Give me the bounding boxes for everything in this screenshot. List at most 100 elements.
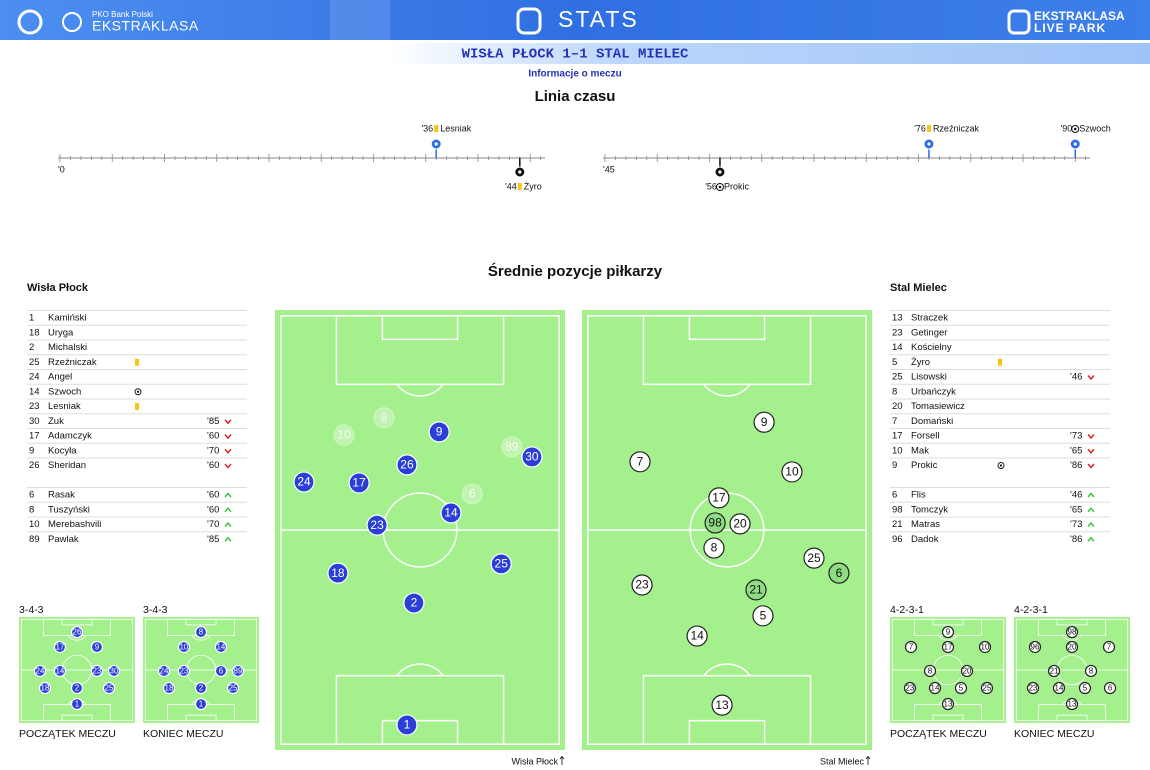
player-name: Straczek [911, 313, 948, 324]
player-number: 96 [1031, 643, 1040, 652]
player-number: 8 [928, 667, 933, 676]
player-marker [33, 664, 47, 678]
goal-area [1056, 714, 1088, 722]
player-shirt: 6 [29, 490, 34, 501]
team-name: Wisła Płock [27, 282, 89, 294]
formation-label: 4-2-3-1 [890, 604, 924, 616]
player-marker [803, 547, 825, 569]
player-number: 6 [469, 487, 476, 501]
sub-out-arrow [1087, 375, 1095, 381]
player-name: Sheridan [48, 460, 86, 471]
player-number: 8 [1089, 667, 1094, 676]
player-marker [521, 446, 543, 468]
player-marker [729, 513, 751, 535]
player-number: 2 [199, 684, 204, 693]
brand: EKSTRAKLASA [92, 18, 199, 34]
sub-in-arrow [224, 536, 232, 542]
player-shirt: 24 [29, 372, 40, 383]
player-number: 13 [1068, 700, 1077, 709]
player-name: Mak [911, 445, 929, 456]
goal-area [932, 714, 964, 722]
player-number: 5 [760, 608, 767, 622]
player-marker [704, 512, 726, 534]
player-number: 8 [381, 410, 388, 424]
player-marker [194, 625, 208, 639]
stats-title: STATS [558, 6, 639, 32]
player-name: Szwoch [48, 386, 81, 397]
penalty-arc [1062, 635, 1082, 641]
sub-out-arrow [224, 434, 232, 440]
livepark-bottom: LIVE PARK [1034, 21, 1106, 35]
sub-minute: '86 [1070, 460, 1082, 471]
goal-icon-dot [718, 185, 722, 189]
player-number: 17 [944, 643, 953, 652]
yellow-card [926, 125, 931, 132]
player-name: Matras [911, 519, 940, 530]
sub-minute: '70 [207, 445, 219, 456]
player-marker [440, 502, 462, 524]
player-marker [980, 681, 994, 695]
player-number: 25 [983, 684, 992, 693]
player-marker [231, 664, 245, 678]
player-marker [828, 562, 850, 584]
player-marker [1026, 681, 1040, 695]
player-number: 26 [400, 458, 414, 472]
player-shirt: 9 [29, 445, 34, 456]
player-number: 89 [505, 440, 519, 454]
yellow-card [517, 183, 522, 190]
player-shirt: 17 [892, 431, 903, 442]
player-name: Michalski [48, 342, 87, 353]
player-marker [1052, 681, 1066, 695]
player-marker [1028, 640, 1042, 654]
player-number: 23 [635, 578, 649, 592]
pitch-footer: Wisła Płock [511, 756, 558, 766]
player-marker [629, 451, 651, 473]
sub-minute: '85 [207, 416, 219, 427]
player-shirt: 23 [29, 401, 40, 412]
player-number: 20 [733, 517, 747, 531]
player-number: 10 [981, 643, 990, 652]
goal-icon-dot [136, 390, 140, 393]
penalty-arc [938, 635, 958, 641]
player-marker [102, 681, 116, 695]
player-name: Tomczyk [911, 504, 948, 515]
formation-label: 3-4-3 [143, 604, 168, 616]
player-marker [1065, 640, 1079, 654]
penalty-arc [191, 635, 211, 641]
player-shirt: 17 [29, 431, 40, 442]
sub-in-arrow [1087, 536, 1095, 542]
player-number: 6 [836, 566, 843, 580]
player-marker [941, 625, 955, 639]
player-number: 23 [370, 518, 384, 532]
player-name: Urbańczyk [911, 386, 956, 397]
player-marker [941, 697, 955, 711]
player-marker [70, 681, 84, 695]
timeline-start: '0 [58, 164, 65, 174]
team-name: Stal Mielec [890, 282, 947, 294]
player-marker [90, 640, 104, 654]
player-marker [631, 574, 653, 596]
sub-in-arrow [224, 521, 232, 527]
player-shirt: 25 [29, 357, 40, 368]
header-bar [0, 0, 1150, 40]
event-player: Rzeźniczak [933, 123, 980, 133]
match-title: WISŁA PŁOCK 1–1 STAL MIELEC [462, 47, 689, 63]
sub-minute: '46 [1070, 372, 1082, 383]
event-player: Żyro [524, 181, 542, 191]
player-name: Prokic [911, 460, 938, 471]
player-shirt: 8 [29, 504, 34, 515]
player-number: 9 [946, 628, 951, 637]
goal-area [381, 719, 459, 745]
player-number: 14 [1055, 684, 1064, 693]
event-pin-dot [434, 142, 438, 146]
player-number: 2 [411, 596, 418, 610]
player-marker [978, 640, 992, 654]
player-number: 14 [931, 684, 940, 693]
formation-label: 4-2-3-1 [1014, 604, 1048, 616]
player-number: 30 [525, 450, 539, 464]
sub-minute: '86 [1070, 534, 1082, 545]
player-shirt: 18 [29, 327, 40, 338]
player-number: 7 [909, 643, 914, 652]
sub-minute: '60 [207, 431, 219, 442]
player-number: 20 [963, 667, 972, 676]
